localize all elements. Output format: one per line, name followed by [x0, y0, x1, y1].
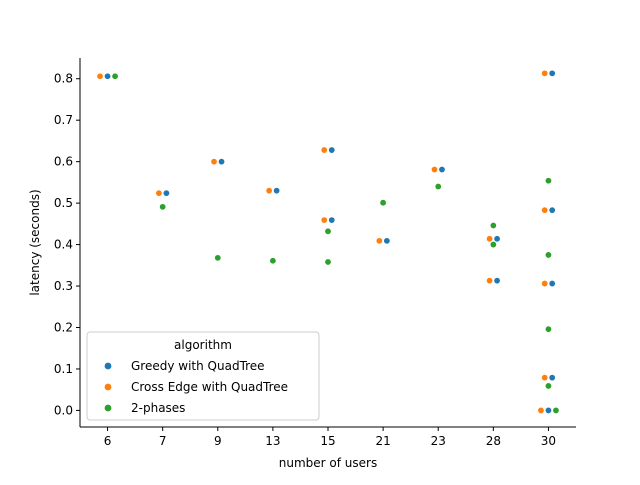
data-point — [544, 382, 552, 390]
legend: algorithm Greedy with QuadTree Cross Edge … — [86, 331, 320, 421]
data-point — [548, 374, 556, 382]
data-point — [162, 189, 170, 197]
legend-entry-label: Cross Edge with QuadTree — [131, 380, 288, 394]
x-tick-label: 15 — [320, 434, 335, 448]
data-point — [379, 199, 387, 207]
data-point — [541, 206, 549, 214]
legend-title: algorithm — [174, 338, 232, 352]
data-point — [265, 187, 273, 195]
data-point — [320, 216, 328, 224]
data-point — [493, 277, 501, 285]
y-tick-label: 0.6 — [54, 155, 73, 169]
data-point — [537, 406, 545, 414]
data-point — [544, 251, 552, 259]
legend-marker — [104, 383, 112, 391]
data-point — [96, 72, 104, 80]
data-point — [320, 146, 328, 154]
y-axis-title: latency (seconds) — [28, 189, 42, 295]
legend-entry-label: Greedy with QuadTree — [131, 359, 265, 373]
data-point — [430, 166, 438, 174]
data-point — [111, 72, 119, 80]
x-tick-label: 28 — [486, 434, 501, 448]
y-tick-label: 0.2 — [54, 320, 73, 334]
data-point — [104, 72, 112, 80]
data-point — [375, 237, 383, 245]
data-point — [486, 277, 494, 285]
y-tick-label: 0.3 — [54, 279, 73, 293]
data-point — [214, 254, 222, 262]
data-point — [541, 374, 549, 382]
data-point — [210, 158, 218, 166]
x-axis-title: number of users — [279, 456, 377, 470]
data-point — [548, 280, 556, 288]
legend-marker — [104, 362, 112, 370]
data-point — [541, 69, 549, 77]
data-point — [328, 146, 336, 154]
x-tick-label: 21 — [375, 434, 390, 448]
y-tick-label: 0.0 — [54, 403, 73, 417]
data-point — [489, 222, 497, 230]
data-point — [159, 203, 167, 211]
data-point — [155, 189, 163, 197]
legend-entry-label: 2-phases — [131, 401, 185, 415]
data-point — [552, 406, 560, 414]
data-point — [383, 237, 391, 245]
data-point — [438, 166, 446, 174]
points-layer — [96, 69, 560, 414]
x-tick-label: 9 — [214, 434, 222, 448]
data-point — [548, 69, 556, 77]
data-point — [489, 241, 497, 249]
x-tick-label: 7 — [159, 434, 167, 448]
y-tick-label: 0.5 — [54, 196, 73, 210]
data-point — [328, 216, 336, 224]
y-tick-label: 0.1 — [54, 362, 73, 376]
data-point — [486, 235, 494, 243]
data-point — [269, 257, 277, 265]
y-tick-label: 0.4 — [54, 238, 73, 252]
data-point — [548, 206, 556, 214]
legend-box — [86, 331, 320, 421]
axes-layer: 0.0 0.1 0.2 0.3 0.4 0.5 0.6 0.7 0.8 6 7 9 13 15 21 23 28… — [28, 58, 576, 470]
data-point — [493, 235, 501, 243]
data-point — [218, 158, 226, 166]
data-point — [324, 258, 332, 266]
x-tick-label: 30 — [541, 434, 556, 448]
y-tick-label: 0.7 — [54, 113, 73, 127]
data-point — [434, 183, 442, 191]
x-tick-label: 23 — [431, 434, 446, 448]
data-point — [324, 227, 332, 235]
data-point — [544, 325, 552, 333]
data-point — [544, 177, 552, 185]
data-point — [541, 280, 549, 288]
data-point — [544, 406, 552, 414]
x-tick-label: 6 — [104, 434, 112, 448]
y-tick-label: 0.8 — [54, 72, 73, 86]
x-tick-label: 13 — [265, 434, 280, 448]
legend-marker — [104, 404, 112, 412]
data-point — [273, 187, 281, 195]
